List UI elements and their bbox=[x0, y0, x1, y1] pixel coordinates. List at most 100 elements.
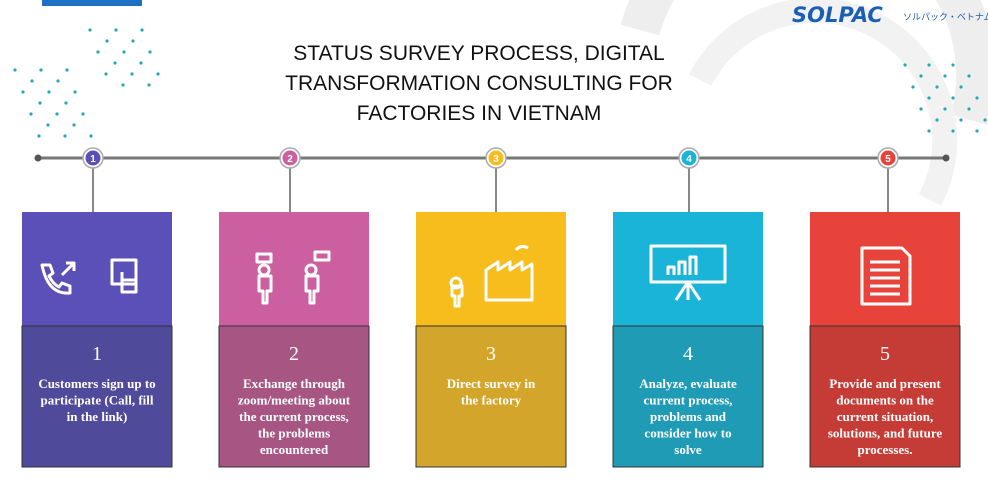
step-text: documents on the bbox=[836, 393, 934, 408]
dot bbox=[105, 39, 109, 43]
step-text: encountered bbox=[260, 442, 329, 457]
dot bbox=[951, 63, 955, 67]
dot bbox=[21, 90, 25, 94]
dot bbox=[927, 63, 931, 67]
step-text: current situation, bbox=[837, 409, 934, 424]
step-text: Analyze, evaluate bbox=[639, 376, 737, 391]
step-text: Direct survey in bbox=[447, 376, 536, 391]
timeline-end bbox=[942, 154, 950, 162]
dot bbox=[156, 72, 160, 76]
step-text: the problems bbox=[258, 426, 330, 441]
step-text: Provide and present bbox=[829, 376, 941, 391]
title-line: FACTORIES IN VIETNAM bbox=[357, 102, 602, 125]
step-top bbox=[416, 212, 566, 326]
step-text: the factory bbox=[461, 393, 522, 408]
badge-number: 2 bbox=[287, 154, 293, 165]
step-icon bbox=[255, 250, 331, 305]
step-bottom bbox=[809, 325, 961, 468]
dot bbox=[30, 79, 34, 83]
timeline-end bbox=[34, 154, 42, 162]
dot bbox=[959, 118, 963, 122]
badge bbox=[681, 150, 697, 166]
dot bbox=[113, 61, 117, 65]
dot bbox=[89, 134, 93, 138]
step-icon bbox=[649, 244, 727, 301]
decor-dots bbox=[13, 28, 987, 138]
step-text: problems and bbox=[650, 409, 727, 424]
step-text: the current process, bbox=[239, 409, 349, 424]
dot bbox=[967, 107, 971, 111]
dot bbox=[130, 72, 134, 76]
dot bbox=[29, 112, 33, 116]
dot bbox=[65, 68, 69, 72]
step-text: participate (Call, fill bbox=[40, 393, 153, 408]
dot bbox=[943, 74, 947, 78]
dot bbox=[951, 96, 955, 100]
dot bbox=[81, 112, 85, 116]
dot bbox=[13, 68, 17, 72]
dot bbox=[72, 123, 76, 127]
dot bbox=[935, 118, 939, 122]
step-number: 2 bbox=[289, 343, 299, 365]
step-icon bbox=[449, 244, 534, 308]
step-top bbox=[219, 212, 369, 326]
dot bbox=[147, 83, 151, 87]
dot bbox=[943, 107, 947, 111]
badge bbox=[880, 150, 896, 166]
step-bottom bbox=[612, 325, 764, 468]
dot bbox=[919, 107, 923, 111]
step-number: 4 bbox=[683, 343, 693, 365]
step-text: zoom/meeting about bbox=[238, 393, 351, 408]
dot bbox=[140, 28, 144, 32]
dot bbox=[951, 129, 955, 133]
steps: 1 1 Customers sign up to participate (Call,… bbox=[21, 147, 961, 468]
dot bbox=[121, 83, 125, 87]
step-text: solve bbox=[674, 442, 702, 457]
dot bbox=[975, 129, 979, 133]
dot bbox=[56, 79, 60, 83]
bg-arc bbox=[620, 0, 988, 125]
badge-number: 3 bbox=[493, 154, 499, 165]
step-top bbox=[22, 212, 172, 326]
dot bbox=[911, 85, 915, 89]
step-text: Exchange through bbox=[243, 376, 346, 391]
step-bottom bbox=[415, 325, 567, 468]
logo: SOLPAC bbox=[792, 3, 883, 27]
dot bbox=[148, 50, 152, 54]
step-text: Customers sign up to bbox=[38, 376, 155, 391]
badge-number: 1 bbox=[90, 154, 96, 165]
dot bbox=[88, 28, 92, 32]
step-text: consider how to bbox=[644, 426, 731, 441]
dot bbox=[983, 118, 987, 122]
dot bbox=[46, 123, 50, 127]
title-line: TRANSFORMATION CONSULTING FOR bbox=[285, 72, 673, 95]
dot bbox=[104, 72, 108, 76]
dot bbox=[38, 101, 42, 105]
dot bbox=[139, 61, 143, 65]
title-line: STATUS SURVEY PROCESS, DIGITAL bbox=[293, 42, 664, 65]
step-number: 5 bbox=[880, 343, 890, 365]
step-icon bbox=[860, 246, 912, 306]
dot bbox=[131, 39, 135, 43]
step-text: current process, bbox=[643, 393, 732, 408]
dot bbox=[73, 90, 77, 94]
dot bbox=[47, 90, 51, 94]
dot bbox=[64, 101, 68, 105]
step-top bbox=[613, 212, 763, 326]
dot bbox=[919, 74, 923, 78]
dot bbox=[935, 85, 939, 89]
logo-subtitle: ソルパック・ベトナム bbox=[903, 12, 988, 23]
dot bbox=[63, 134, 67, 138]
dot bbox=[114, 28, 118, 32]
badge bbox=[85, 150, 101, 166]
dot bbox=[55, 112, 59, 116]
dot bbox=[927, 129, 931, 133]
step-text: in the link) bbox=[67, 409, 128, 424]
badge bbox=[488, 150, 504, 166]
badge-number: 5 bbox=[885, 154, 891, 165]
step-number: 3 bbox=[486, 343, 496, 365]
step-text: processes. bbox=[857, 442, 912, 457]
dot bbox=[967, 74, 971, 78]
step-icon bbox=[40, 258, 138, 295]
